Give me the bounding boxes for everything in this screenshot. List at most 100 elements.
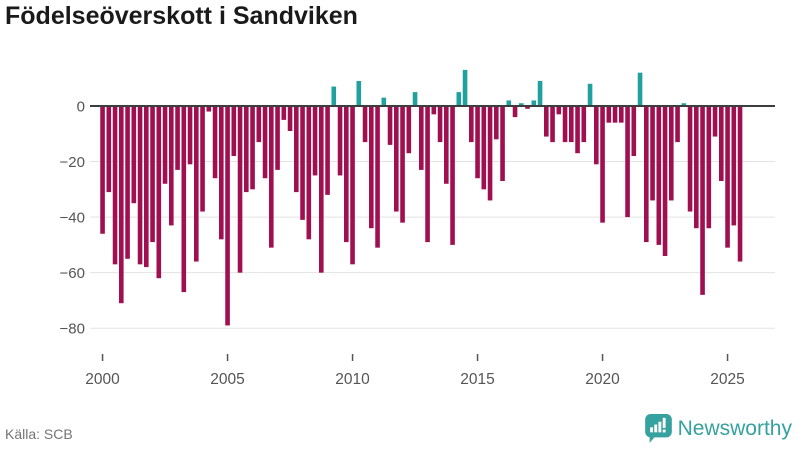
y-axis-tick-label: −80 <box>60 321 85 338</box>
bar-negative <box>344 106 349 243</box>
bar-negative <box>619 106 624 123</box>
y-axis-tick-label: 0 <box>77 99 85 116</box>
bar-negative <box>337 106 343 176</box>
bar-negative <box>656 106 662 245</box>
newsworthy-logo-icon <box>644 414 672 443</box>
bar-negative <box>556 106 562 115</box>
logo-bar-1 <box>649 427 653 433</box>
bar-negative <box>444 106 449 184</box>
bar-positive <box>356 81 362 106</box>
bar-negative <box>144 106 149 268</box>
bar-positive <box>462 69 468 106</box>
bar-positive <box>681 103 687 106</box>
bar-negative <box>675 106 680 143</box>
bar-negative <box>481 106 487 190</box>
bar-negative <box>612 106 618 123</box>
x-axis-tick-label: 2010 <box>335 371 370 388</box>
bar-negative <box>437 106 443 143</box>
bar-negative <box>700 106 705 295</box>
bar-negative <box>225 106 230 326</box>
bar-negative <box>169 106 174 226</box>
bar-negative <box>575 106 580 154</box>
y-axis-tick-label: −60 <box>60 265 85 282</box>
bar-negative <box>119 106 124 304</box>
bar-negative <box>106 106 112 193</box>
bar-negative <box>131 106 137 204</box>
bar-negative <box>150 106 155 243</box>
bar-negative <box>725 106 730 248</box>
birth-surplus-bar-chart: 0 −20 −40 −60 −80 2000 2005 2010 2015 2020 2025 <box>60 69 775 388</box>
bar-negative <box>275 106 280 170</box>
bar-negative <box>206 106 212 112</box>
bar-negative <box>694 106 699 229</box>
newsworthy-wordmark: Newsworthy <box>677 417 792 440</box>
bar-negative <box>281 106 287 120</box>
bar-negative <box>362 106 368 143</box>
bar-negative <box>175 106 180 170</box>
bar-negative <box>600 106 605 223</box>
bar-negative <box>231 106 237 156</box>
bar-negative <box>237 106 243 273</box>
bar-negative <box>387 106 393 145</box>
bar-negative <box>269 106 274 248</box>
bar-negative <box>712 106 718 137</box>
bar-negative <box>581 106 587 143</box>
bar-negative <box>425 106 430 243</box>
bar-negative <box>187 106 193 165</box>
bar-positive <box>537 81 543 106</box>
bar-negative <box>262 106 268 179</box>
bar-negative <box>419 106 424 170</box>
bar-negative <box>312 106 318 176</box>
y-axis-tick-label: −20 <box>60 154 85 171</box>
bar-negative <box>625 106 630 218</box>
bar-negative <box>137 106 143 265</box>
x-axis-tick-label: 2005 <box>210 371 244 388</box>
bar-negative <box>594 106 599 165</box>
bar-negative <box>525 106 530 109</box>
bar-negative <box>431 106 437 115</box>
bar-negative <box>606 106 612 123</box>
bar-negative <box>400 106 405 223</box>
bar-negative <box>375 106 380 248</box>
logo-bar-3 <box>658 421 661 433</box>
bar-negative <box>319 106 324 273</box>
y-axis-tick-label: −40 <box>60 210 85 227</box>
bar-negative <box>287 106 293 131</box>
newsworthy-brand: Newsworthy <box>644 414 792 444</box>
bar-negative <box>250 106 255 190</box>
bar-positive <box>456 92 462 106</box>
bar-negative <box>100 106 105 234</box>
bar-negative <box>181 106 187 293</box>
x-axis-tick-label: 2015 <box>460 371 494 388</box>
bar-negative <box>706 106 712 229</box>
bar-negative <box>162 106 168 184</box>
bar-negative <box>475 106 480 179</box>
bar-negative <box>212 106 218 179</box>
bar-positive <box>381 97 387 106</box>
bar-negative <box>544 106 549 137</box>
bar-positive <box>637 72 643 106</box>
bar-negative <box>369 106 374 229</box>
bar-negative <box>256 106 262 143</box>
bar-negative <box>406 106 412 154</box>
bar-negative <box>662 106 668 256</box>
bar-negative <box>219 106 224 240</box>
bar-negative <box>731 106 737 226</box>
bar-negative <box>550 106 555 143</box>
logo-exclamation-dot <box>662 429 666 433</box>
bar-negative <box>200 106 205 212</box>
bar-negative <box>350 106 355 265</box>
bar-negative <box>719 106 724 181</box>
bar-negative <box>669 106 674 201</box>
source-label: Källa: SCB <box>5 426 73 442</box>
bar-positive <box>531 100 537 106</box>
bar-negative <box>294 106 299 193</box>
bar-positive <box>519 103 524 106</box>
page-title: Födelseöverskott i Sandviken <box>5 2 358 30</box>
bar-positive <box>412 92 418 106</box>
bar-negative <box>325 106 330 195</box>
bar-negative <box>469 106 474 143</box>
x-axis-tick-label: 2025 <box>710 371 744 388</box>
bar-positive <box>506 100 512 106</box>
bar-positive <box>331 86 337 106</box>
